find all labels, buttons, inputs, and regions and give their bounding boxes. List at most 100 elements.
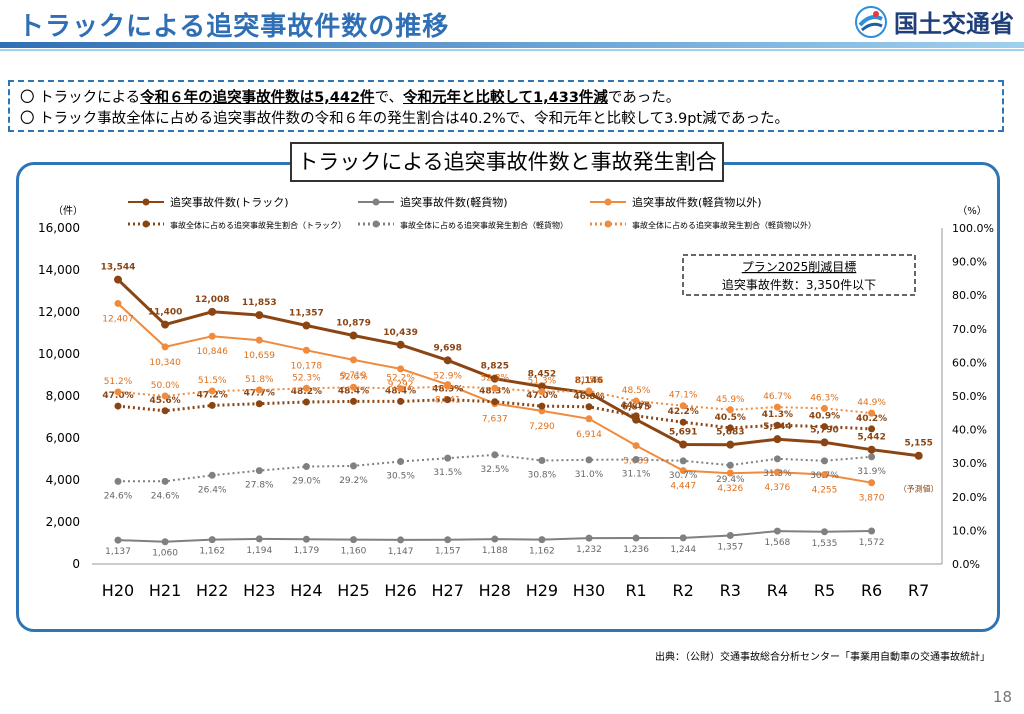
legend-marker [372, 220, 380, 228]
data-point [585, 456, 593, 464]
x-tick-label: H23 [243, 581, 275, 600]
data-point [208, 387, 216, 395]
data-label: 1,194 [246, 546, 272, 556]
data-point [161, 320, 170, 329]
data-point [443, 356, 452, 365]
data-point [867, 445, 876, 454]
data-label: 51.8% [245, 375, 274, 385]
page-title: トラックによる追突事故件数の推移 [18, 12, 450, 42]
data-label: 1,160 [341, 547, 367, 557]
data-point [679, 534, 687, 542]
data-point [537, 382, 546, 391]
legend-label: 追突事故件数(軽貨物以外) [632, 195, 762, 209]
data-label: 10,178 [291, 361, 323, 371]
data-label: 42.2% [668, 407, 699, 417]
y-left-tick-label: 14,000 [38, 263, 80, 277]
data-point [585, 534, 593, 542]
data-label: 12,407 [102, 314, 134, 324]
data-point [349, 331, 358, 340]
data-point [538, 402, 546, 410]
data-label: 5,683 [716, 428, 744, 438]
target-box [682, 254, 916, 296]
data-point [255, 311, 264, 320]
data-label: 40.2% [856, 414, 887, 424]
data-point [585, 403, 593, 411]
data-point [538, 536, 546, 544]
data-label: 1,236 [623, 545, 649, 555]
data-label: 48.2% [291, 387, 322, 397]
y-left-tick-label: 12,000 [38, 305, 80, 319]
data-label: 52.3% [292, 373, 321, 383]
data-label: 26.4% [198, 485, 227, 495]
data-point [208, 332, 216, 340]
data-point [679, 418, 687, 426]
summary-line-1: 〇 トラックによる令和６年の追突事故件数は5,442件で、令和元年と比較して1,… [20, 88, 992, 109]
data-point [444, 536, 452, 544]
data-label: 31.9% [857, 467, 886, 477]
data-label: 10,340 [149, 358, 181, 368]
data-point [726, 440, 735, 449]
data-point [679, 440, 688, 449]
data-point [914, 451, 923, 460]
data-label: 46.8% [573, 392, 604, 402]
x-tick-label: H27 [432, 581, 464, 600]
data-label: 5,790 [810, 425, 838, 435]
data-point [161, 407, 169, 415]
legend-label: 追突事故件数(軽貨物) [400, 195, 508, 209]
data-point [538, 388, 546, 396]
data-point [114, 388, 122, 396]
summary-line-2: 〇 トラック事故全体に占める追突事故件数の令和６年の発生割合は40.2%で、令和… [20, 111, 789, 127]
y-left-tick-label: 2,000 [46, 515, 80, 529]
legend-label: 事故全体に占める追突事故発生割合（軽貨物） [400, 220, 568, 230]
x-tick-label: R3 [720, 581, 741, 600]
data-label: 9,698 [433, 343, 461, 353]
data-label: 45.9% [716, 395, 745, 405]
data-point [444, 382, 452, 390]
data-label: 48.4% [338, 386, 369, 396]
data-label: 4,376 [765, 483, 791, 493]
data-point [397, 385, 405, 393]
data-point [161, 477, 169, 485]
header-stripe [0, 42, 1024, 51]
x-tick-label: H25 [337, 581, 369, 600]
x-tick-label: R5 [814, 581, 835, 600]
legend-marker [142, 198, 150, 206]
data-point [726, 469, 734, 477]
data-label: 44.9% [857, 398, 886, 408]
data-label: 31.1% [622, 470, 651, 480]
legend-label: 事故全体に占める追突事故発生割合（軽貨物以外） [632, 220, 816, 230]
data-point [396, 340, 405, 349]
y-right-tick-label: 100.0% [952, 222, 994, 235]
data-label: 1,535 [812, 539, 838, 549]
data-label: 32.5% [481, 465, 510, 475]
data-label: 40.9% [809, 412, 840, 422]
data-label: 52.6% [339, 372, 368, 382]
data-label: 12,008 [195, 295, 230, 305]
data-point [868, 479, 876, 487]
summary-box: 〇 トラックによる令和６年の追突事故件数は5,442件で、令和元年と比較して1,… [8, 80, 1004, 132]
data-label: 8,825 [481, 362, 509, 372]
data-label: 31.3% [763, 469, 792, 479]
data-point [726, 406, 734, 414]
data-point [302, 321, 311, 330]
legend-label: 事故全体に占める追突事故発生割合（トラック） [170, 220, 346, 230]
data-point [726, 461, 734, 469]
data-label: 1,244 [670, 545, 696, 555]
data-point [538, 457, 546, 465]
data-point [161, 538, 169, 546]
series-line [117, 385, 872, 415]
data-label: 8,452 [528, 370, 556, 380]
data-label: 1,162 [529, 547, 555, 557]
data-point [868, 409, 876, 417]
legend-label: 追突事故件数(トラック) [170, 195, 289, 209]
data-point [255, 400, 263, 408]
y-right-tick-label: 10.0% [952, 524, 987, 537]
data-point [821, 528, 828, 536]
data-point [632, 442, 640, 450]
series-line [118, 453, 872, 483]
data-point [114, 477, 122, 485]
data-label: 1,179 [294, 546, 320, 556]
data-point [255, 467, 263, 475]
data-point [773, 455, 781, 463]
